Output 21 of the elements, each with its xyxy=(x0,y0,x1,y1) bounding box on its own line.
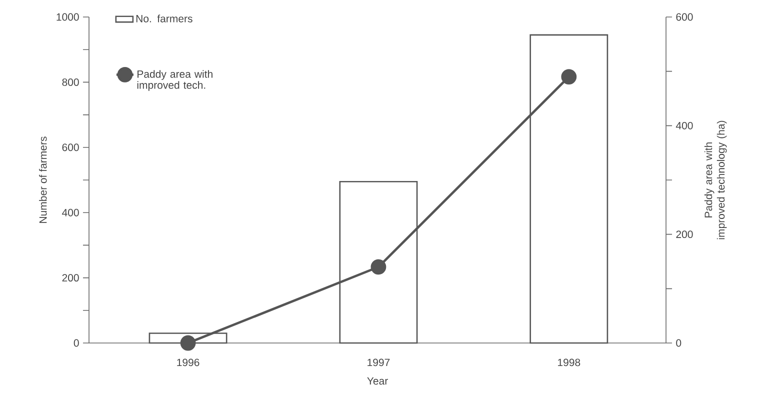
point xyxy=(370,259,386,275)
y-tick-label: 1000 xyxy=(56,13,79,21)
legend-label: Paddy area with improved tech. xyxy=(137,70,212,91)
legend-label: No. farmers xyxy=(136,14,192,22)
y-axis-title: Number of farmers xyxy=(39,136,47,223)
x-tick-label: 1997 xyxy=(368,358,390,366)
y-tick-label: 0 xyxy=(74,339,79,347)
point xyxy=(180,335,196,351)
y2-axis-title: Paddy area with improved technology (ha) xyxy=(704,120,727,240)
x-axis-title: Year xyxy=(367,377,388,385)
y-tick-label: 600 xyxy=(62,144,79,152)
y-tick-label: 800 xyxy=(62,78,79,86)
y-tick-label: 400 xyxy=(62,208,79,216)
x-tick-label: 1996 xyxy=(177,358,200,366)
x-tick-label: 1998 xyxy=(558,358,580,366)
y2-tick-label: 600 xyxy=(676,13,693,21)
y2-tick-label: 200 xyxy=(676,230,693,238)
y2-tick-label: 0 xyxy=(676,339,682,347)
y-tick-label: 200 xyxy=(62,274,79,282)
y2-tick-label: 400 xyxy=(676,122,693,130)
point xyxy=(561,69,577,84)
